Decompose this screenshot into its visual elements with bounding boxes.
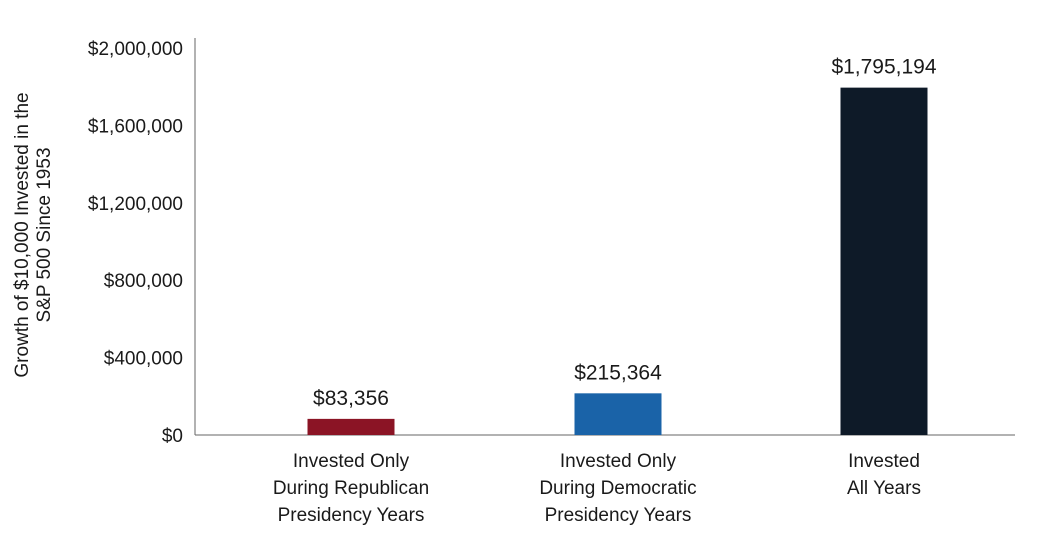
y-axis-title-line: Growth of $10,000 Invested in the — [12, 92, 33, 377]
data-label: $83,356 — [313, 387, 389, 410]
bar — [307, 418, 395, 435]
y-axis-title: Growth of $10,000 Invested in the S&P 500… — [12, 92, 55, 377]
y-axis-ticks: $0 $400,000 $800,000 $1,200,000 $1,600,000 $2… — [88, 39, 183, 447]
bar — [840, 87, 928, 436]
category-label-line: Invested Only — [560, 451, 677, 472]
category-labels: Invested Only During Republican Presidency… — [273, 451, 921, 526]
data-label: $1,795,194 — [831, 56, 936, 79]
category-label-line: During Republican — [273, 478, 429, 499]
category-label-line: All Years — [847, 478, 921, 499]
category-label-line: Invested — [848, 451, 920, 472]
y-tick-label: $400,000 — [104, 349, 183, 370]
y-tick-label: $0 — [162, 426, 183, 447]
category-label-line: Presidency Years — [278, 505, 425, 526]
bars — [307, 87, 928, 436]
data-label: $215,364 — [574, 361, 662, 384]
y-tick-label: $1,600,000 — [88, 116, 183, 137]
category-label-line: Invested Only — [293, 451, 410, 472]
y-tick-label: $800,000 — [104, 271, 183, 292]
category-label-line: During Democratic — [539, 478, 696, 499]
y-tick-label: $1,200,000 — [88, 194, 183, 215]
y-axis-title-line: S&P 500 Since 1953 — [34, 147, 55, 322]
data-labels: $83,356 $215,364 $1,795,194 — [313, 56, 937, 410]
category-label-line: Presidency Years — [545, 505, 692, 526]
y-tick-label: $2,000,000 — [88, 39, 183, 60]
bar — [574, 393, 662, 435]
